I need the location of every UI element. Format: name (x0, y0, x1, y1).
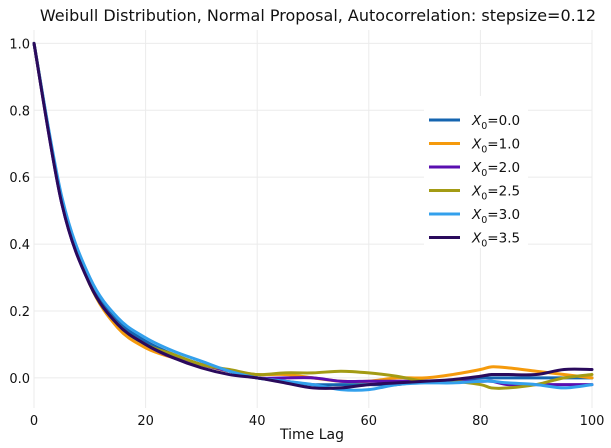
series-line-5 (32, 41, 594, 390)
legend-label: X0=2.0 (471, 160, 520, 179)
chart-title: Weibull Distribution, Normal Proposal, A… (40, 6, 596, 25)
legend-label: X0=1.0 (471, 137, 520, 156)
y-tick-label: 0.0 (9, 372, 30, 387)
x-tick-label: 100 (580, 414, 605, 429)
legend-label: X0=2.5 (471, 184, 520, 203)
x-axis-ticks: 0 20 40 60 80 100 (30, 414, 605, 429)
x-tick-label: 20 (137, 414, 154, 429)
y-tick-label: 0.2 (9, 305, 30, 320)
legend-label: X0=3.5 (471, 231, 520, 250)
x-tick-label: 40 (249, 414, 266, 429)
x-tick-label: 60 (361, 414, 378, 429)
y-tick-label: 0.6 (9, 171, 30, 186)
series-lines (32, 41, 594, 392)
series-line-4 (32, 41, 594, 392)
legend-label: X0=0.0 (471, 113, 520, 132)
x-tick-label: 0 (30, 414, 38, 429)
x-tick-label: 80 (472, 414, 489, 429)
y-tick-label: 0.8 (9, 104, 30, 119)
y-tick-label: 0.4 (9, 238, 30, 253)
y-axis-ticks: 0.0 0.2 0.4 0.6 0.8 1.0 (9, 37, 30, 387)
legend: X0=0.0 X0=1.0 X0=2.0 X0=2.5 X0=3.0 X0=3.5 (424, 96, 528, 250)
x-axis-label: Time Lag (279, 427, 344, 443)
legend-label: X0=3.0 (471, 207, 520, 226)
y-tick-label: 1.0 (9, 37, 30, 52)
